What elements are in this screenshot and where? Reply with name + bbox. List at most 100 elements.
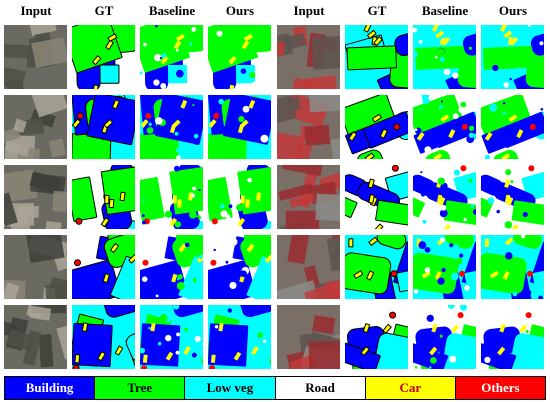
car — [503, 30, 513, 39]
segmentation-map — [208, 165, 271, 229]
car — [363, 25, 372, 33]
car — [103, 118, 114, 129]
tile-content — [4, 235, 67, 299]
noise — [159, 57, 162, 60]
car — [509, 36, 519, 46]
car — [240, 119, 249, 128]
noise — [169, 97, 173, 102]
noise — [424, 146, 432, 154]
photo-patch — [13, 118, 27, 133]
input-image — [4, 235, 67, 299]
noise — [424, 246, 431, 253]
photo-patch — [332, 240, 340, 263]
legend: Building Tree Low veg Road Car Others — [4, 376, 546, 400]
other — [73, 259, 81, 267]
car — [251, 346, 259, 356]
other — [141, 365, 148, 369]
car — [435, 30, 445, 39]
car — [240, 195, 245, 204]
noise — [503, 82, 510, 88]
input-image — [4, 95, 67, 159]
car — [421, 270, 431, 279]
noise — [452, 244, 459, 251]
car — [506, 196, 514, 206]
car — [497, 346, 506, 356]
noise — [192, 186, 196, 191]
other — [390, 270, 398, 278]
noise — [146, 246, 152, 252]
noise — [496, 209, 500, 214]
segmentation-map — [140, 305, 203, 369]
car — [210, 354, 216, 363]
noise — [418, 241, 427, 249]
noise — [502, 101, 506, 105]
car — [364, 152, 375, 159]
tile-content — [208, 235, 271, 299]
noise — [140, 290, 143, 295]
noise — [484, 356, 491, 364]
noise — [184, 242, 190, 248]
segmentation-map — [72, 235, 135, 299]
car — [142, 354, 148, 363]
other — [209, 365, 216, 369]
tile-content — [481, 25, 544, 89]
photo-patch — [330, 134, 340, 159]
region — [362, 111, 408, 149]
photo-patch — [38, 334, 54, 368]
region — [72, 176, 98, 222]
noise — [214, 324, 219, 329]
other — [210, 259, 217, 266]
noise — [440, 57, 445, 62]
noise — [533, 361, 542, 369]
photo-patch — [4, 127, 21, 143]
noise — [424, 267, 431, 273]
noise — [141, 276, 148, 282]
tile-content — [481, 305, 544, 369]
car — [92, 84, 99, 89]
noise — [510, 180, 514, 184]
noise — [449, 355, 457, 363]
car — [438, 196, 446, 206]
noise — [173, 165, 180, 172]
segmentation-map — [481, 235, 544, 299]
noise — [153, 79, 160, 86]
other — [76, 112, 84, 120]
region — [508, 333, 544, 369]
noise — [468, 178, 473, 183]
noise — [434, 306, 441, 313]
photo-patch — [56, 323, 67, 360]
noise — [141, 214, 145, 218]
car — [264, 254, 271, 264]
input-image — [277, 305, 340, 369]
car — [379, 128, 388, 139]
noise — [247, 177, 252, 183]
noise — [192, 104, 195, 107]
legend-item: Others — [455, 377, 546, 399]
noise — [414, 128, 418, 132]
car — [228, 84, 235, 89]
noise — [200, 236, 203, 241]
noise — [229, 281, 237, 289]
other — [460, 165, 467, 172]
noise — [459, 305, 467, 311]
car — [175, 33, 185, 42]
photo-patch — [4, 282, 20, 299]
car — [368, 194, 375, 204]
tile-content — [277, 165, 340, 229]
other — [391, 165, 399, 172]
segmentation-map — [72, 95, 135, 159]
photo-patch — [31, 95, 67, 118]
car — [108, 198, 115, 209]
tile-content — [413, 165, 476, 229]
photo-patch — [29, 305, 52, 321]
car — [74, 354, 81, 364]
noise — [439, 349, 445, 355]
photo-patch — [277, 280, 321, 299]
car — [367, 178, 375, 189]
input-image — [277, 165, 340, 229]
noise — [161, 53, 167, 58]
car — [348, 238, 354, 248]
noise — [467, 237, 474, 245]
noise — [159, 314, 168, 323]
noise — [174, 221, 181, 228]
